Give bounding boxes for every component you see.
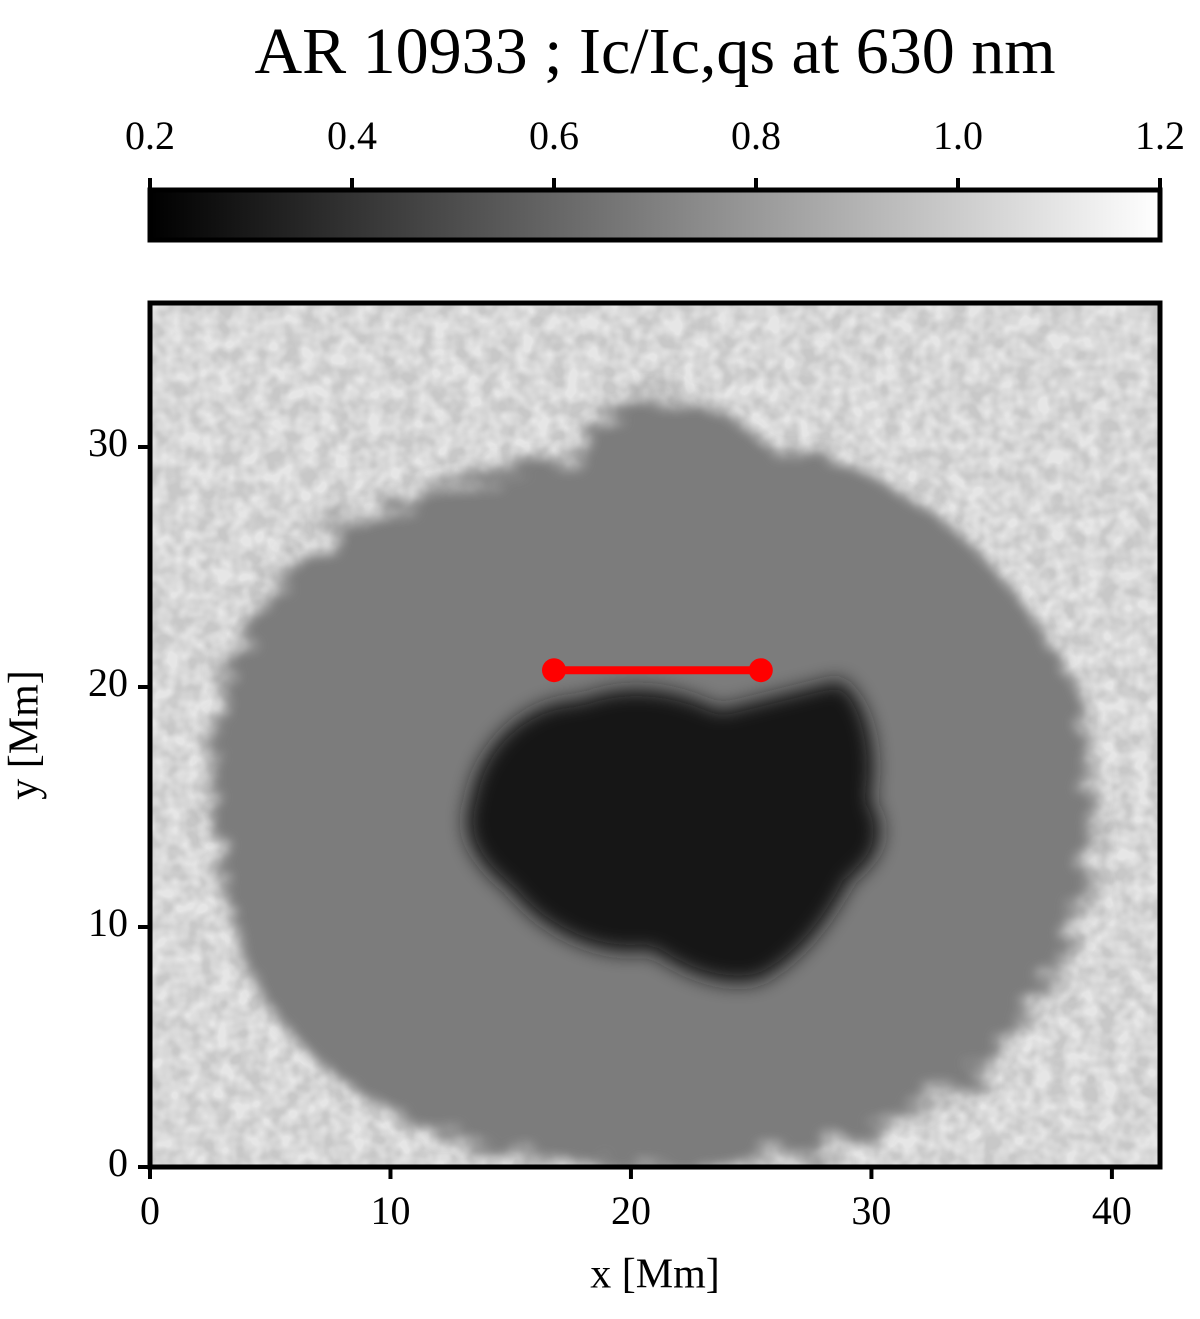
x-tick-label: 0	[140, 1188, 160, 1233]
y-tick-label: 30	[88, 420, 128, 465]
y-tick-label: 0	[108, 1140, 128, 1185]
x-axis-label: x [Mm]	[590, 1252, 720, 1298]
colorbar-tick-label: 0.6	[529, 113, 579, 158]
colorbar-tick-label: 1.0	[933, 113, 983, 158]
x-tick-label: 40	[1092, 1188, 1132, 1233]
segment-endpoint	[748, 658, 773, 683]
y-tick-label: 20	[88, 660, 128, 705]
chart-title: AR 10933 ; Ic/Ic,qs at 630 nm	[254, 15, 1055, 88]
colorbar-tick-label: 1.2	[1135, 113, 1185, 158]
x-tick-label: 20	[611, 1188, 651, 1233]
colorbar	[147, 187, 1163, 243]
colorbar-tick-label: 0.4	[327, 113, 377, 158]
colorbar-tick-label: 0.8	[731, 113, 781, 158]
segment-endpoint	[542, 658, 566, 683]
image	[150, 303, 1160, 1167]
colorbar-tick-label: 0.2	[125, 113, 175, 158]
y-axis-label: y [Mm]	[2, 670, 48, 800]
plot-frame	[147, 300, 1163, 1170]
x-tick-label: 10	[370, 1188, 410, 1233]
x-tick-label: 30	[851, 1188, 891, 1233]
y-tick-label: 10	[88, 900, 128, 945]
